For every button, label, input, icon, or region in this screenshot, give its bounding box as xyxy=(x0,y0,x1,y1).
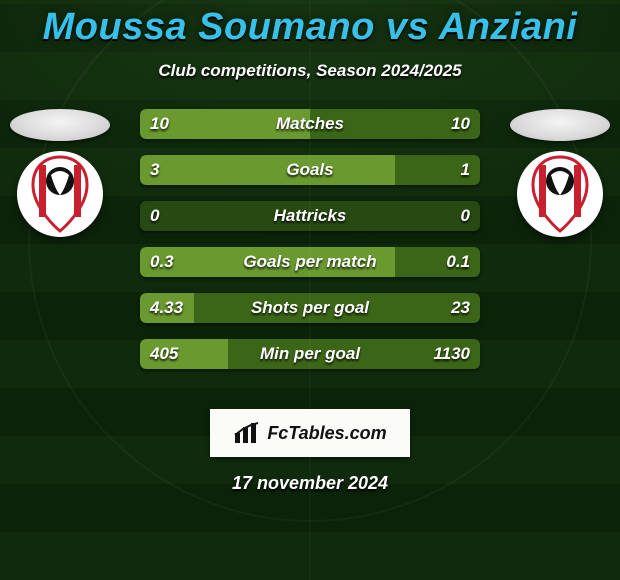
stat-row: 0.30.1Goals per match xyxy=(140,247,480,277)
footer-date: 17 november 2024 xyxy=(0,473,620,494)
stat-fill-left xyxy=(140,155,395,185)
player-right xyxy=(500,109,620,237)
brand-text: FcTables.com xyxy=(267,423,386,444)
stat-row: 4.3323Shots per goal xyxy=(140,293,480,323)
stats-table: 1010Matches 31Goals 00Hattricks 0.30.1Goals… xyxy=(140,109,480,385)
club-crest-icon xyxy=(517,151,603,237)
stat-fill-right xyxy=(194,293,480,323)
player-left-crest xyxy=(17,151,103,237)
chart-icon xyxy=(233,421,261,445)
stat-row: 1010Matches xyxy=(140,109,480,139)
brand-badge: FcTables.com xyxy=(210,409,410,457)
stat-row: 31Goals xyxy=(140,155,480,185)
page-title: Moussa Soumano vs Anziani xyxy=(0,0,620,49)
player-right-head xyxy=(510,109,610,141)
stat-fill-left xyxy=(140,293,194,323)
subtitle: Club competitions, Season 2024/2025 xyxy=(0,61,620,81)
stat-fill-right xyxy=(395,247,480,277)
stat-fill-right xyxy=(395,155,480,185)
stat-fill-left xyxy=(140,247,395,277)
stat-row: 00Hattricks xyxy=(140,201,480,231)
stat-fill-right xyxy=(310,109,480,139)
stat-fill-left xyxy=(140,109,310,139)
club-crest-icon xyxy=(17,151,103,237)
player-left-head xyxy=(10,109,110,141)
player-right-crest xyxy=(517,151,603,237)
player-left xyxy=(0,109,120,237)
stat-track xyxy=(140,201,480,231)
stat-fill-right xyxy=(228,339,480,369)
comparison-arena: 1010Matches 31Goals 00Hattricks 0.30.1Goals… xyxy=(0,109,620,389)
stat-fill-left xyxy=(140,339,228,369)
stat-row: 4051130Min per goal xyxy=(140,339,480,369)
